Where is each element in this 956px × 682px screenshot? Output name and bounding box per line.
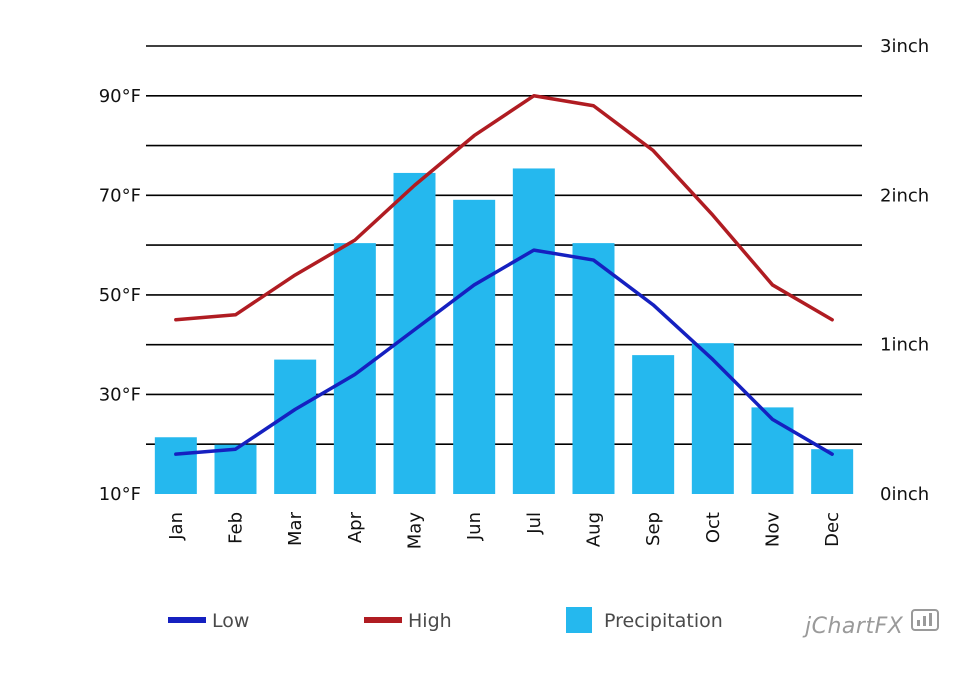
y-left-tick-label: 30°F: [99, 384, 141, 405]
x-tick-label: Nov: [763, 512, 784, 547]
y-axis-left: 10°F 30°F 50°F 70°F 90°F: [99, 86, 141, 505]
y-left-tick-label: 50°F: [99, 285, 141, 306]
y-right-tick-label: 0inch: [880, 484, 929, 505]
y-right-tick-label: 1inch: [880, 335, 929, 356]
jchartfx-logo: jChartFX: [802, 609, 939, 639]
precipitation-bar: [453, 199, 496, 494]
x-tick-label: Jul: [524, 512, 545, 535]
legend-label: Precipitation: [604, 610, 723, 632]
high-legend-swatch: [364, 617, 402, 623]
y-left-tick-label: 90°F: [99, 86, 141, 107]
precipitation-bar: [333, 243, 376, 494]
x-tick-label: Jun: [464, 512, 485, 541]
x-tick-label: Dec: [822, 512, 843, 547]
high-line: [174, 94, 834, 322]
precipitation-bar: [214, 444, 257, 494]
grid-lines: [146, 45, 862, 446]
y-left-tick-label: 70°F: [99, 185, 141, 206]
x-axis: Jan Feb Mar Apr May Jun Jul Aug Sep Oct Nov Dec: [166, 511, 843, 549]
x-tick-label: Mar: [285, 511, 306, 546]
chart-icon: [911, 609, 939, 631]
brand-text: jChartFX: [802, 614, 904, 639]
legend-label: High: [408, 610, 452, 632]
precipitation-bar: [632, 355, 675, 494]
x-tick-label: Aug: [584, 512, 605, 547]
y-axis-right: 0inch 1inch 2inch 3inch: [880, 36, 929, 505]
x-tick-label: Jan: [166, 512, 187, 541]
x-tick-label: May: [405, 512, 426, 550]
temperature-lines: [174, 94, 834, 456]
precipitation-bar: [691, 343, 734, 494]
precipitation-bar: [274, 359, 317, 494]
precipitation-legend-swatch: [566, 607, 592, 633]
x-tick-label: Oct: [703, 512, 724, 543]
y-left-tick-label: 10°F: [99, 484, 141, 505]
precipitation-bar: [512, 168, 555, 494]
legend-label: Low: [212, 610, 249, 632]
low-legend-swatch: [168, 617, 206, 623]
precipitation-bar: [811, 449, 854, 494]
precipitation-bar: [393, 172, 436, 494]
precipitation-bar: [154, 437, 197, 494]
precipitation-bar: [751, 407, 794, 494]
x-tick-label: Sep: [643, 512, 664, 546]
y-right-tick-label: 2inch: [880, 185, 929, 206]
y-right-tick-label: 3inch: [880, 36, 929, 57]
precipitation-bar: [572, 243, 615, 494]
x-tick-label: Apr: [345, 511, 366, 543]
x-tick-label: Feb: [226, 512, 247, 544]
legend: Low High Precipitation: [168, 607, 723, 633]
low-line: [174, 248, 834, 456]
precipitation-bars: [154, 168, 854, 494]
